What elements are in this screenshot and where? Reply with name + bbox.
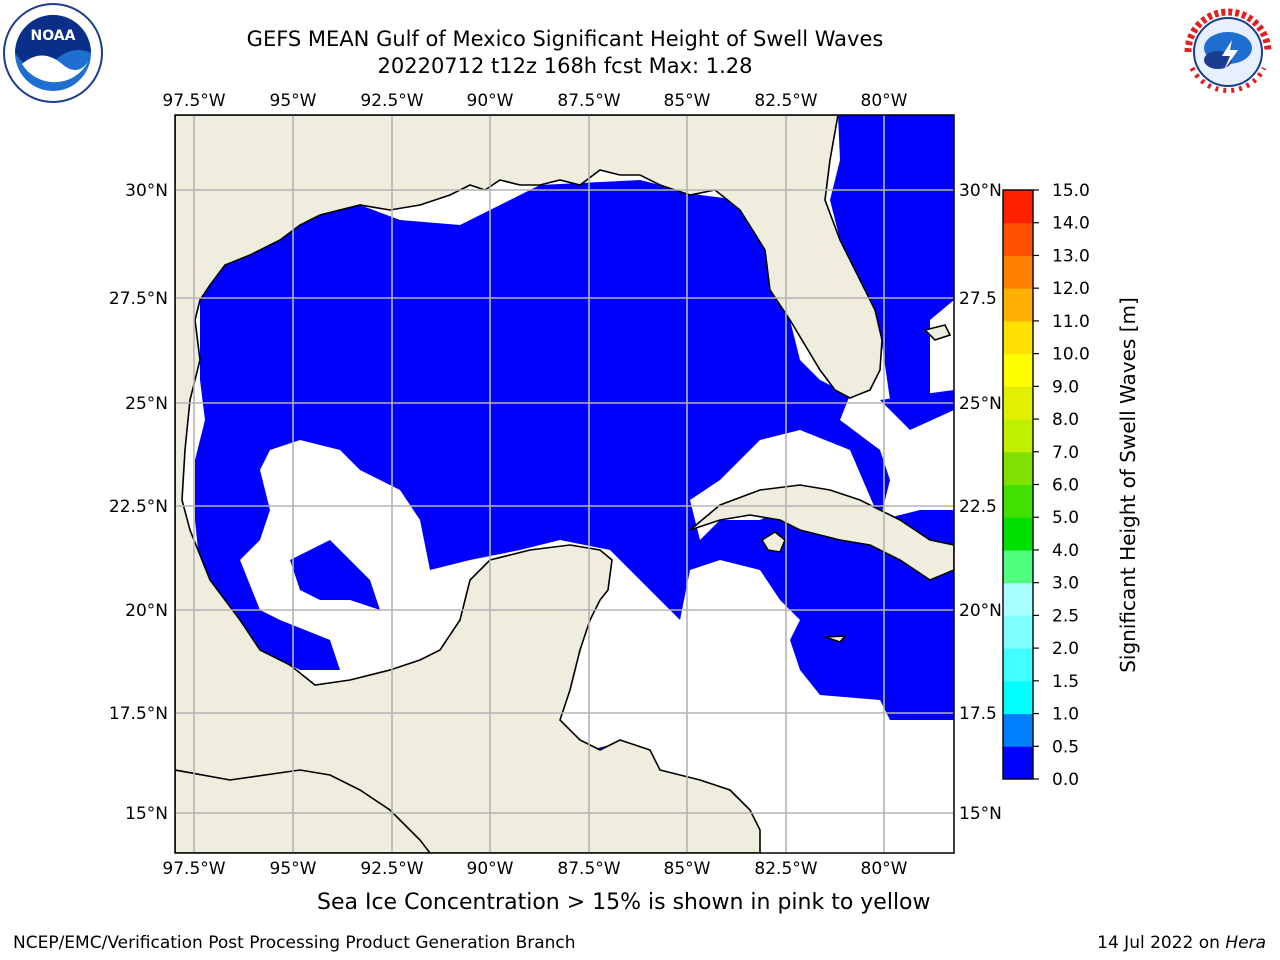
colorbar-tick-label: 7.0 bbox=[1052, 443, 1079, 463]
lat-tick-right: 20°N bbox=[959, 601, 1002, 621]
colorbar-segment bbox=[1003, 255, 1033, 289]
lon-tick-bottom: 80°W bbox=[861, 859, 908, 879]
colorbar-tick-label: 0.5 bbox=[1052, 737, 1079, 757]
lon-tick-bottom: 90°W bbox=[467, 859, 514, 879]
colorbar-tick-label: 11.0 bbox=[1052, 312, 1090, 332]
colorbar-segment bbox=[1003, 713, 1033, 747]
colorbar-tick-label: 2.0 bbox=[1052, 639, 1079, 659]
lon-tick-top: 95°W bbox=[270, 91, 317, 111]
lat-tick-right: 27.5 bbox=[959, 289, 997, 309]
lat-tick-left: 22.5°N bbox=[109, 497, 168, 517]
swell-region bbox=[195, 180, 954, 720]
land-mass bbox=[923, 324, 952, 341]
colorbar-segment bbox=[1003, 746, 1033, 780]
sea-ice-note: Sea Ice Concentration > 15% is shown in … bbox=[317, 890, 931, 915]
colorbar-segment bbox=[1003, 680, 1033, 715]
lat-tick-left: 30°N bbox=[125, 181, 168, 201]
footer-date: 14 Jul 2022 on Hera bbox=[1097, 933, 1266, 953]
map-frame bbox=[174, 114, 955, 854]
colorbar-segment bbox=[1003, 288, 1033, 322]
colorbar-tick-label: 3.0 bbox=[1052, 574, 1079, 594]
land-mass bbox=[760, 531, 786, 553]
lat-tick-right: 17.5 bbox=[959, 704, 997, 724]
colorbar-segment bbox=[1003, 582, 1033, 616]
lat-tick-left: 27.5°N bbox=[109, 289, 168, 309]
footer-host: Hera bbox=[1225, 933, 1266, 953]
swell-region bbox=[290, 540, 380, 610]
lat-tick-left: 17.5°N bbox=[109, 704, 168, 724]
lon-tick-top: 82.5°W bbox=[754, 91, 817, 111]
lon-tick-bottom: 92.5°W bbox=[360, 859, 423, 879]
lat-tick-left: 15°N bbox=[125, 804, 168, 824]
colorbar-segment bbox=[1003, 320, 1033, 355]
chart-title: GEFS MEAN Gulf of Mexico Significant Hei… bbox=[246, 27, 884, 51]
colorbar-segment bbox=[1003, 419, 1033, 453]
lat-tick-right: 22.5 bbox=[959, 497, 997, 517]
colorbar-segment bbox=[1003, 484, 1033, 518]
colorbar-segment bbox=[1003, 517, 1033, 551]
colorbar-segment bbox=[1003, 222, 1033, 256]
lat-tick-right: 15°N bbox=[959, 804, 1002, 824]
colorbar-tick-label: 13.0 bbox=[1052, 246, 1090, 266]
longitude-labels: 97.5°W 97.5°W 95°W 95°W 92.5°W 92.5°W 90°W 90°W… bbox=[162, 91, 907, 879]
lon-tick-top: 80°W bbox=[861, 91, 908, 111]
lon-tick-bottom: 82.5°W bbox=[754, 859, 817, 879]
footer-credit: NCEP/EMC/Verification Post Processing Pr… bbox=[13, 933, 576, 953]
colorbar-tick-label: 6.0 bbox=[1052, 476, 1079, 496]
colorbar-tick-label: 1.5 bbox=[1052, 672, 1079, 692]
colorbar-tick-label: 2.5 bbox=[1052, 606, 1079, 626]
lon-tick-bottom: 95°W bbox=[270, 859, 317, 879]
colorbar-segment bbox=[1003, 615, 1033, 649]
map-gridlines bbox=[175, 115, 954, 853]
colorbar-segment bbox=[1003, 648, 1033, 682]
chart-subtitle: 20220712 t12z 168h fcst Max: 1.28 bbox=[377, 54, 753, 78]
colorbar-tick-label: 14.0 bbox=[1052, 214, 1090, 234]
colorbar-tick-label: 8.0 bbox=[1052, 410, 1079, 430]
lat-tick-left: 20°N bbox=[125, 601, 168, 621]
swell-region bbox=[830, 115, 954, 400]
colorbar-tick-label: 1.0 bbox=[1052, 705, 1079, 725]
swell-region bbox=[880, 390, 954, 430]
colorbar-title: Significant Height of Swell Waves [m] bbox=[1116, 297, 1140, 673]
land-mass bbox=[824, 635, 847, 643]
lat-tick-right: 30°N bbox=[959, 181, 1002, 201]
lon-tick-top: 92.5°W bbox=[360, 91, 423, 111]
lon-tick-top: 90°W bbox=[467, 91, 514, 111]
lon-tick-top: 85°W bbox=[664, 91, 711, 111]
lon-tick-top: 97.5°W bbox=[162, 91, 225, 111]
nws-logo-icon bbox=[1181, 5, 1275, 99]
colorbar-segment bbox=[1003, 451, 1033, 485]
footer-date-text: 14 Jul 2022 on bbox=[1097, 933, 1226, 953]
lon-tick-bottom: 97.5°W bbox=[162, 859, 225, 879]
colorbar-segment bbox=[1003, 353, 1033, 387]
colorbar-tick-label: 15.0 bbox=[1052, 181, 1090, 201]
lon-tick-top: 87.5°W bbox=[557, 91, 620, 111]
lat-tick-right: 25°N bbox=[959, 394, 1002, 414]
latitude-labels: 30°N 27.5°N 25°N 22.5°N 20°N 17.5°N 15°N 30°N 27… bbox=[109, 181, 1002, 824]
noaa-logo-text: NOAA bbox=[31, 28, 76, 44]
colorbar bbox=[1002, 189, 1034, 780]
lon-tick-bottom: 85°W bbox=[664, 859, 711, 879]
colorbar-labels: 0.0 0.5 1.0 1.5 2.0 2.5 3.0 4.0 5.0 6.0 7.0 8.0 9.0 1… bbox=[1033, 181, 1090, 790]
lon-tick-bottom: 87.5°W bbox=[557, 859, 620, 879]
noaa-logo-icon: NOAA bbox=[3, 3, 103, 103]
colorbar-tick-label: 4.0 bbox=[1052, 541, 1079, 561]
colorbar-segment bbox=[1003, 386, 1033, 420]
land-mass bbox=[689, 484, 954, 581]
colorbar-tick-label: 10.0 bbox=[1052, 345, 1090, 365]
land-layer bbox=[175, 115, 954, 853]
colorbar-tick-label: 9.0 bbox=[1052, 377, 1079, 397]
colorbar-tick-label: 0.0 bbox=[1052, 770, 1079, 790]
colorbar-tick-label: 12.0 bbox=[1052, 279, 1090, 299]
colorbar-segment bbox=[1003, 549, 1033, 584]
colorbar-tick-label: 5.0 bbox=[1052, 508, 1079, 528]
land-mass bbox=[175, 115, 883, 853]
lat-tick-left: 25°N bbox=[125, 394, 168, 414]
colorbar-segment bbox=[1003, 190, 1033, 224]
